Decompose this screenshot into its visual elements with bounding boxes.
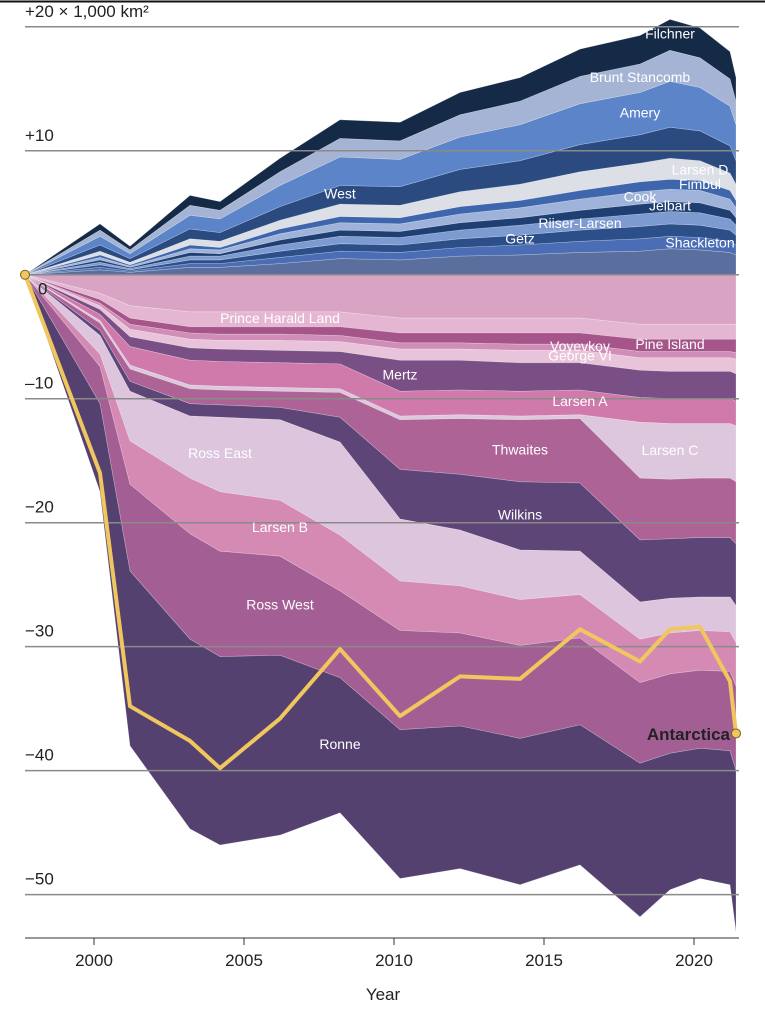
area-label: Cook — [624, 189, 658, 205]
area-label: Pine Island — [635, 336, 704, 352]
area-label: Amery — [620, 104, 660, 120]
y-tick-label: –10 — [25, 374, 53, 393]
y-tick-label: −20 — [25, 498, 54, 517]
area-label: Prince Harald Land — [220, 310, 340, 326]
area-label: Ross East — [188, 445, 252, 461]
area-label: West — [324, 185, 356, 201]
area-label: Brunt Stancomb — [590, 69, 691, 85]
area — [24, 274, 737, 687]
area-label: Jelbart — [649, 197, 691, 213]
area-label: Riiser-Larsen — [538, 215, 621, 231]
area-label: Ronne — [319, 736, 360, 752]
area-label: Larsen D — [672, 161, 729, 177]
y-tick-label: −30 — [25, 622, 54, 641]
area — [24, 274, 737, 545]
area — [24, 274, 737, 932]
area — [24, 235, 737, 275]
area — [24, 19, 737, 275]
area-label: Larsen B — [252, 519, 308, 535]
area-label: Ross West — [246, 596, 314, 612]
area-label: Filchner — [645, 26, 695, 42]
total-line — [23, 273, 738, 771]
foreground: +20 × 1,000 km² +10 0 –10 −20 −30 −40 −50 Shackl… — [20, 2, 741, 970]
x-tick-label: 2020 — [675, 951, 713, 970]
area — [24, 49, 737, 275]
grid — [25, 26, 739, 896]
area-label: Getz — [505, 231, 535, 247]
y-tick-label: +20 × 1,000 km² — [25, 2, 149, 21]
area-label: Thwaites — [492, 441, 548, 457]
x-axis-title: Year — [366, 985, 401, 1004]
line-label: Antarctica — [647, 725, 731, 744]
x-tick-label: 2000 — [75, 951, 113, 970]
line-endpoint — [20, 269, 30, 280]
y-tick-label: 0 — [38, 280, 47, 299]
area — [24, 274, 737, 427]
area — [24, 201, 737, 275]
area — [24, 274, 737, 354]
x-tick-label: 2010 — [375, 951, 413, 970]
line-endpoint — [731, 728, 741, 739]
area-label: Mertz — [383, 366, 418, 382]
areas — [24, 19, 737, 932]
area-label: Voyevkov — [550, 338, 610, 354]
area-label: Larsen C — [642, 442, 699, 458]
y-tick-label: +10 — [25, 126, 54, 145]
area — [24, 211, 737, 275]
area-label: George VI — [548, 347, 612, 363]
y-tick-label: −50 — [25, 870, 54, 889]
area-label: Wilkins — [498, 507, 542, 523]
x-tick-label: 2015 — [525, 951, 563, 970]
area-label: Larsen A — [552, 393, 608, 409]
area — [24, 274, 737, 644]
x-tick-label: 2005 — [225, 951, 263, 970]
y-tick-label: −40 — [25, 746, 54, 765]
area-label: Fimbul — [679, 176, 721, 192]
area-label: Shackleton — [665, 234, 734, 250]
